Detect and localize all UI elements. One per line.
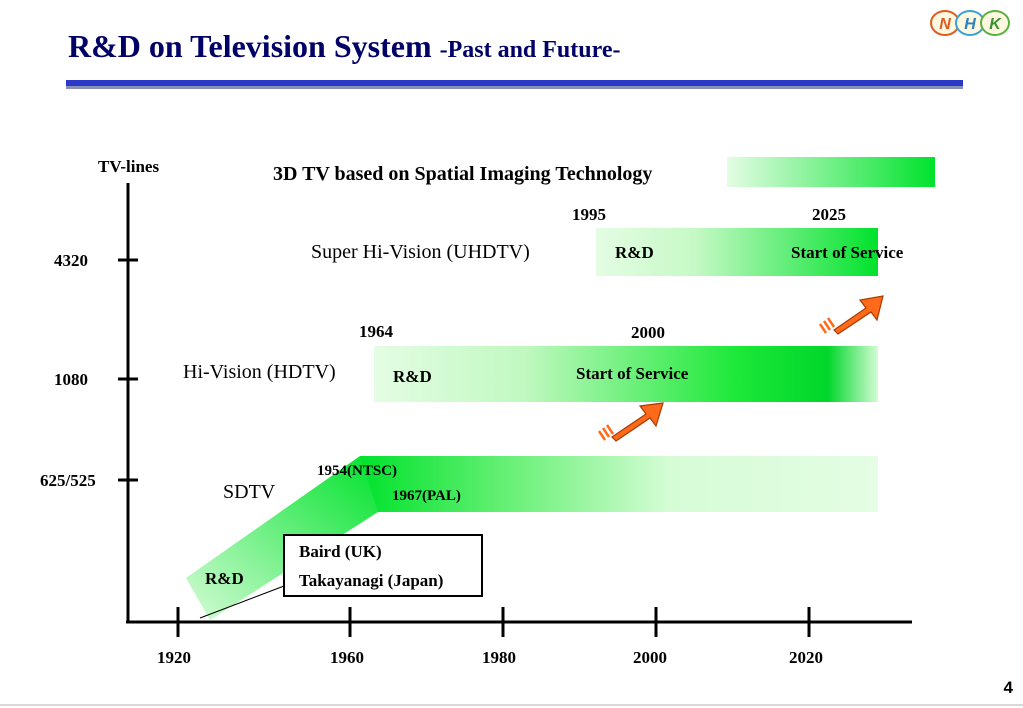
bar-sdtv	[360, 456, 878, 512]
footer-rule	[0, 704, 1023, 706]
label-sdtv: SDTV	[223, 481, 276, 503]
sdtv-rd-label: R&D	[205, 569, 244, 588]
logo-letter-k: K	[989, 16, 1002, 33]
title-rule	[66, 80, 963, 86]
hdtv-start-year: 1964	[359, 322, 393, 341]
arrow-to-shv-icon	[818, 295, 884, 335]
label-hdtv: Hi-Vision (HDTV)	[183, 361, 336, 383]
hdtv-rd-label: R&D	[393, 367, 432, 386]
page-number: 4	[1003, 678, 1013, 697]
hdtv-service-year: 2000	[631, 323, 665, 342]
shv-start-year: 1995	[572, 205, 606, 224]
callout-line-takayanagi: Takayanagi (Japan)	[299, 571, 444, 590]
bar-shv	[596, 228, 878, 276]
hdtv-service-label: Start of Service	[576, 364, 689, 383]
x-tick-label-1980: 1980	[482, 648, 516, 667]
bar-3dtv	[727, 157, 935, 187]
y-axis-label: TV-lines	[98, 157, 160, 176]
title-main: R&D on Television System	[68, 28, 440, 64]
y-tick-label-1080: 1080	[54, 370, 88, 389]
page-title: R&D on Television System -Past and Futur…	[68, 28, 620, 65]
nhk-logo: N H K	[930, 10, 1010, 36]
x-tick-label-2000: 2000	[633, 648, 667, 667]
callout-pointer	[199, 585, 285, 619]
title-rule-shadow	[66, 86, 963, 89]
callout-line-baird: Baird (UK)	[299, 542, 382, 561]
x-tick-label-1920: 1920	[157, 648, 191, 667]
bar-hdtv	[374, 346, 878, 402]
sdtv-pal-label: 1967(PAL)	[392, 488, 461, 504]
x-tick-label-2020: 2020	[789, 648, 823, 667]
arrow-to-hdtv-icon	[597, 402, 664, 442]
shv-service-year: 2025	[812, 205, 846, 224]
sdtv-rd-band	[186, 456, 378, 620]
y-tick-label-625: 625/525	[40, 471, 96, 490]
shv-service-label: Start of Service	[791, 243, 904, 262]
sdtv-ntsc-label: 1954(NTSC)	[317, 463, 398, 479]
label-3dtv: 3D TV based on Spatial Imaging Technolog…	[273, 163, 653, 185]
title-subtitle: -Past and Future-	[439, 37, 621, 63]
y-tick-label-4320: 4320	[54, 251, 88, 270]
shv-rd-label: R&D	[615, 243, 654, 262]
x-tick-label-1960: 1960	[330, 648, 364, 667]
label-shv: Super Hi-Vision (UHDTV)	[311, 241, 530, 263]
logo-letter-n: N	[939, 16, 951, 33]
logo-letter-h: H	[964, 16, 976, 33]
inventors-callout: Baird (UK) Takayanagi (Japan)	[283, 534, 483, 597]
